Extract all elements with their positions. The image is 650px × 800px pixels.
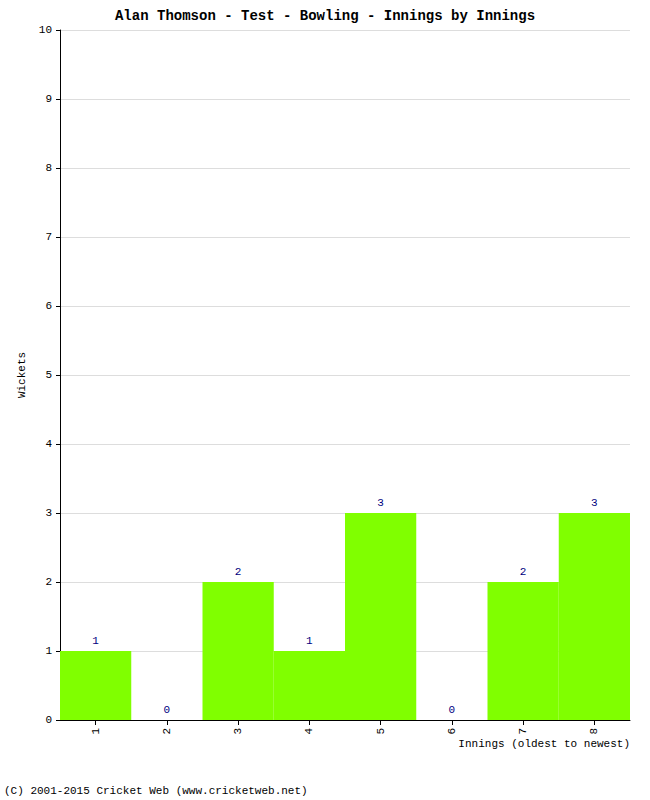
svg-text:Alan Thomson - Test - Bowling: Alan Thomson - Test - Bowling - Innings … bbox=[115, 8, 535, 24]
svg-text:4: 4 bbox=[45, 438, 52, 450]
svg-text:3: 3 bbox=[591, 497, 598, 509]
svg-text:8: 8 bbox=[588, 728, 600, 735]
svg-text:6: 6 bbox=[446, 728, 458, 735]
svg-text:1: 1 bbox=[90, 728, 102, 735]
svg-text:3: 3 bbox=[45, 507, 52, 519]
svg-text:5: 5 bbox=[375, 728, 387, 735]
svg-text:9: 9 bbox=[45, 93, 52, 105]
svg-text:2: 2 bbox=[235, 566, 242, 578]
svg-text:6: 6 bbox=[45, 300, 52, 312]
svg-text:10: 10 bbox=[39, 24, 52, 36]
svg-text:3: 3 bbox=[232, 728, 244, 735]
svg-text:1: 1 bbox=[306, 635, 313, 647]
svg-text:1: 1 bbox=[45, 645, 52, 657]
svg-text:7: 7 bbox=[45, 231, 52, 243]
svg-text:Wickets: Wickets bbox=[16, 352, 28, 398]
svg-text:7: 7 bbox=[517, 728, 529, 735]
svg-text:0: 0 bbox=[164, 704, 171, 716]
svg-text:3: 3 bbox=[377, 497, 384, 509]
svg-text:0: 0 bbox=[45, 714, 52, 726]
svg-text:(C) 2001-2015 Cricket Web (www: (C) 2001-2015 Cricket Web (www.cricketwe… bbox=[4, 785, 308, 797]
svg-text:5: 5 bbox=[45, 369, 52, 381]
svg-text:2: 2 bbox=[45, 576, 52, 588]
svg-text:0: 0 bbox=[449, 704, 456, 716]
svg-text:2: 2 bbox=[520, 566, 527, 578]
svg-text:Innings (oldest to newest): Innings (oldest to newest) bbox=[458, 738, 630, 750]
svg-text:1: 1 bbox=[92, 635, 99, 647]
svg-text:8: 8 bbox=[45, 162, 52, 174]
svg-text:2: 2 bbox=[161, 728, 173, 735]
svg-text:4: 4 bbox=[303, 728, 315, 735]
